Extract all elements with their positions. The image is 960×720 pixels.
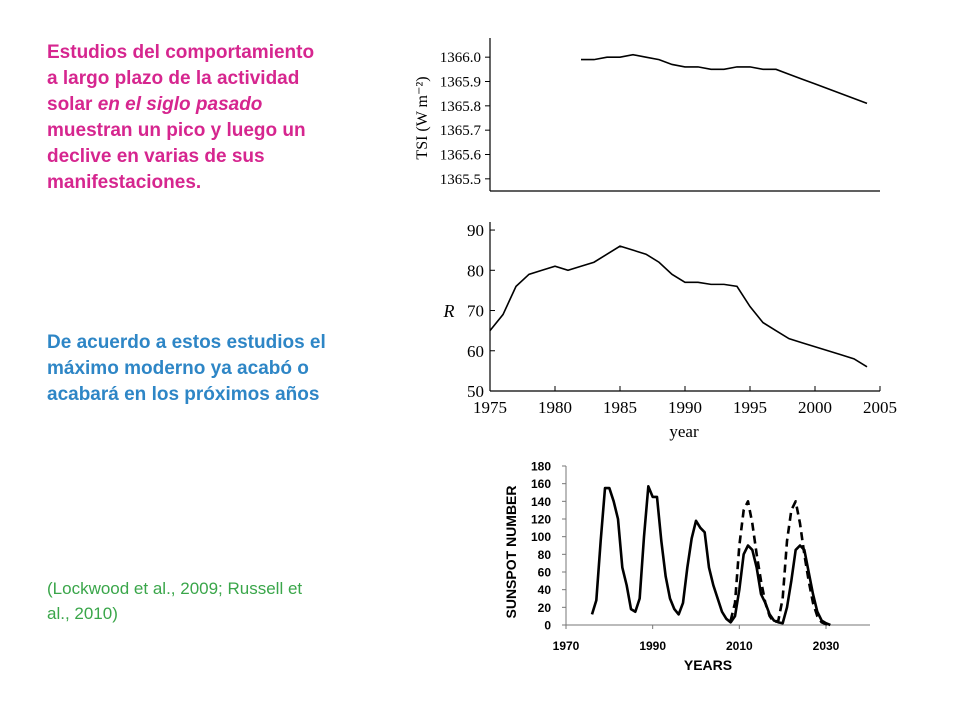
- sunspot-x-tick-label: 2010: [726, 639, 753, 653]
- sunspot-y-tick-label: 40: [538, 583, 552, 597]
- r-x-tick-label: 2005: [863, 398, 897, 417]
- para1-text-a: Estudios del comportamiento a largo plaz…: [47, 42, 315, 115]
- tsi-y-tick-label: 1366.0: [440, 50, 481, 66]
- sunspot-y-tick-label: 120: [531, 513, 551, 527]
- tsi-y-axis-label: TSI (W m⁻²): [414, 76, 431, 159]
- sunspot-y-tick-label: 160: [531, 477, 551, 491]
- sunspot-y-tick-label: 0: [544, 619, 551, 633]
- r-x-tick-label: 1985: [603, 398, 637, 417]
- r-x-tick-label: 1975: [473, 398, 507, 417]
- r-y-tick-label: 60: [467, 342, 484, 361]
- r-y-axis-label: R: [443, 301, 455, 321]
- r-series-line: [489, 245, 868, 368]
- sunspot-series-observed: [590, 485, 831, 627]
- sunspot-y-tick-label: 100: [531, 530, 551, 544]
- r-y-tick-label: 70: [467, 302, 484, 321]
- para1-emphasis: en el siglo pasado: [97, 94, 263, 115]
- tsi-y-tick-label: 1365.6: [440, 148, 482, 164]
- r-x-tick-label: 1995: [733, 398, 767, 417]
- r-x-axis-label: year: [669, 422, 699, 441]
- paragraph-study-summary: Estudios del comportamiento a largo plaz…: [47, 40, 317, 196]
- sunspot-x-axis-label: YEARS: [684, 657, 732, 673]
- sunspot-x-tick-label: 2030: [813, 639, 840, 653]
- sunspot-y-tick-label: 60: [538, 566, 552, 580]
- tsi-y-tick-label: 1365.7: [440, 123, 482, 139]
- r-y-tick-label: 90: [467, 221, 484, 240]
- sunspot-y-tick-label: 80: [538, 548, 552, 562]
- paragraph-modern-maximum: De acuerdo a estos estudios el máximo mo…: [47, 332, 326, 405]
- r-y-tick-label: 80: [467, 261, 484, 280]
- tsi-y-tick-label: 1365.9: [440, 75, 481, 91]
- tsi-y-tick-label: 1365.8: [440, 99, 481, 115]
- sunspot-x-tick-label: 1990: [639, 639, 666, 653]
- r-x-tick-label: 1990: [668, 398, 702, 417]
- r-y-tick-label: 50: [467, 382, 484, 401]
- tsi-y-tick-label: 1365.5: [440, 172, 481, 188]
- sunspot-x-tick-label: 1970: [553, 639, 580, 653]
- sunspot-y-tick-label: 140: [531, 495, 551, 509]
- citation: (Lockwood et al., 2009; Russell et al., …: [47, 579, 303, 623]
- r-x-tick-label: 1980: [538, 398, 572, 417]
- sunspot-y-tick-label: 180: [531, 460, 551, 474]
- r-x-tick-label: 2000: [798, 398, 832, 417]
- sunspot-y-tick-label: 20: [538, 601, 552, 615]
- tsi-series-line: [581, 53, 868, 105]
- sunspot-y-axis-label: SUNSPOT NUMBER: [503, 485, 519, 618]
- para1-text-b: muestran un pico y luego un declive en v…: [47, 120, 306, 193]
- sunspot-series-predicted: [729, 500, 831, 627]
